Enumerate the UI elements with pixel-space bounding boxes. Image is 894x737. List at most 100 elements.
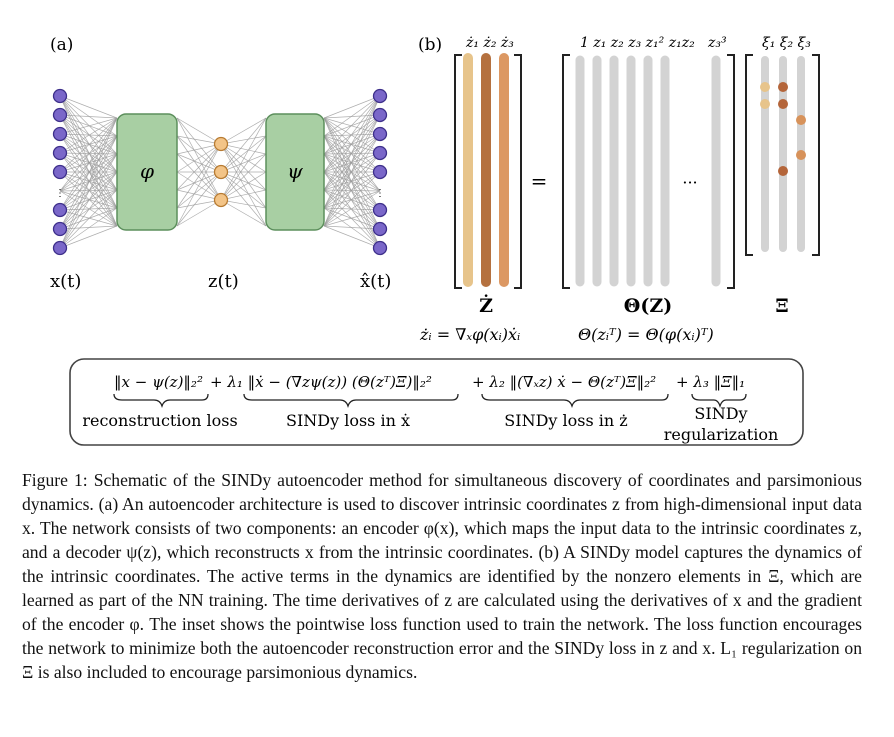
network-edge: [59, 114, 118, 191]
label-sindy-regularization-line2: regularization: [664, 425, 779, 444]
network-edge: [323, 189, 381, 211]
network-edge: [220, 143, 267, 191]
network-edge: [176, 135, 222, 201]
network-edge: [220, 117, 267, 145]
network-edge: [176, 199, 222, 227]
zdot-equation: żᵢ = ∇ₓφ(xᵢ)ẋᵢ: [419, 325, 520, 344]
network-edge: [220, 143, 267, 173]
network-edge: [323, 171, 381, 191]
input-label: x(t): [50, 271, 81, 292]
network-edge: [59, 133, 118, 173]
network-edge: [323, 207, 381, 211]
network-edge: [59, 117, 118, 211]
network-edge: [176, 135, 222, 173]
network-edge: [323, 152, 381, 209]
network-edge: [323, 171, 381, 192]
network-edge: [176, 153, 222, 201]
xi-nonzero-coefficient: [778, 99, 788, 109]
network-edge: [323, 114, 381, 137]
network-edge: [59, 95, 118, 155]
network-edge: [59, 207, 118, 230]
network-edge: [323, 225, 381, 230]
network-edge: [59, 135, 118, 249]
output-node: [372, 145, 388, 161]
network-edge: [323, 171, 381, 209]
network-edge: [323, 171, 381, 249]
network-edge: [323, 117, 381, 192]
network-edge: [59, 152, 118, 191]
network-edge: [59, 133, 118, 227]
network-edge: [220, 171, 267, 209]
xi-label: Ξ: [775, 295, 788, 317]
network-edge: [323, 189, 381, 192]
network-edge: [220, 135, 267, 145]
output-node: [372, 126, 388, 142]
network-edge: [59, 152, 118, 209]
network-edge: [323, 135, 381, 249]
network-nodes: ⋮ ⋮: [52, 88, 388, 256]
loss-term-reconstruction: ‖x − ψ(z)‖₂²: [114, 373, 203, 391]
network-edge: [59, 225, 118, 249]
network-edge: [176, 189, 222, 201]
network-edge: [323, 117, 381, 249]
network-edge: [59, 209, 118, 227]
network-edge: [323, 152, 381, 173]
network-edge: [176, 143, 222, 155]
network-edge: [323, 95, 381, 173]
network-edge: [59, 95, 118, 191]
network-edge: [59, 114, 118, 137]
network-edge: [323, 153, 381, 249]
network-edge: [323, 95, 381, 119]
zdot-header: ż₁ ż₂ ż₃: [465, 35, 514, 51]
node-ellipsis: ⋮: [55, 188, 65, 199]
network-edge: [220, 171, 267, 191]
theta-ellipsis: ···: [682, 173, 697, 192]
theta-header: 1 z₁ z₂ z₃ z₁² z₁z₂: [580, 35, 695, 51]
network-edge: [59, 171, 118, 209]
network-edge: [220, 153, 267, 173]
xi-nonzero-coefficient: [778, 166, 788, 176]
output-node: [372, 221, 388, 237]
network-edge: [220, 117, 267, 173]
output-node: [372, 240, 388, 256]
network-edge: [176, 171, 222, 201]
network-edge: [176, 143, 222, 173]
network-edge: [59, 189, 118, 249]
network-edge: [323, 133, 381, 191]
input-node: [52, 145, 68, 161]
network-edge: [59, 133, 118, 155]
network-edge: [59, 117, 118, 230]
network-edge: [59, 153, 118, 249]
network-edge: [59, 207, 118, 211]
network-edge: [59, 133, 118, 137]
network-edge: [323, 133, 381, 137]
network-edge: [323, 152, 381, 155]
network-edge: [59, 95, 118, 173]
network-edge: [59, 171, 118, 192]
brace-reconstruction: [113, 393, 209, 409]
network-edge: [59, 152, 118, 227]
network-edge: [323, 153, 381, 173]
network-edge: [323, 133, 381, 209]
equals-sign: =: [531, 169, 548, 193]
brace-sindy-zdot: [481, 393, 669, 409]
network-edge: [176, 135, 222, 145]
network-edge: [220, 189, 267, 201]
output-label: x̂(t): [360, 271, 391, 292]
network-edge: [59, 114, 118, 173]
network-edge: [220, 143, 267, 209]
network-edge: [176, 171, 222, 191]
input-node: [52, 240, 68, 256]
network-edge: [59, 152, 118, 155]
network-edge: [323, 152, 381, 227]
xi-bracket: [745, 54, 820, 256]
network-edge: [323, 114, 381, 155]
xi-nonzero-coefficient: [760, 99, 770, 109]
output-node: [372, 107, 388, 123]
output-node: [372, 164, 388, 180]
network-edge: [323, 114, 381, 209]
latent-label: z(t): [208, 271, 239, 292]
network-edge: [176, 143, 222, 227]
theta-last-header: z₃³: [707, 35, 727, 51]
network-edge: [59, 153, 118, 173]
